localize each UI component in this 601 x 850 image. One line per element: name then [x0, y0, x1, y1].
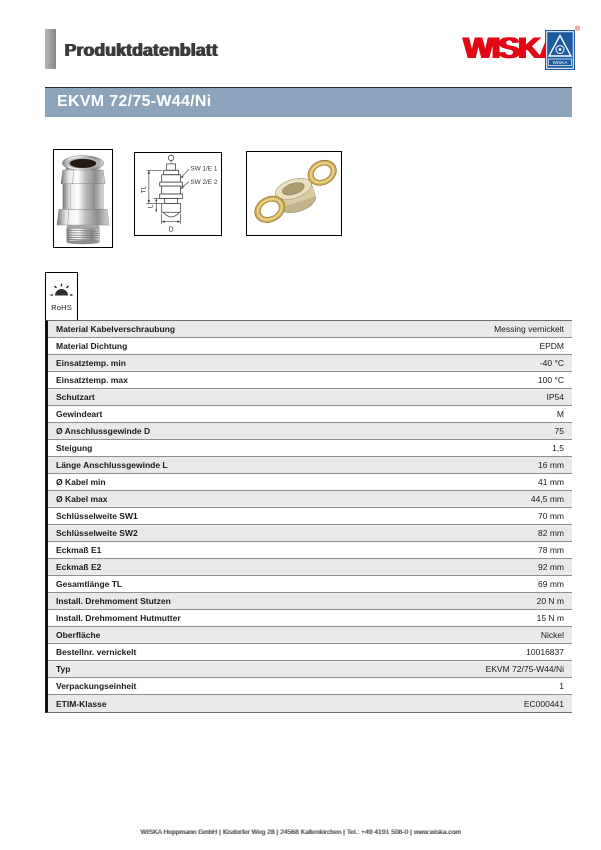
spec-label: Steigung	[56, 443, 93, 453]
product-title-bar: EKVM 72/75-W44/Ni	[45, 87, 572, 117]
header-accent-bar	[45, 29, 56, 69]
spec-row: Material Dichtung EPDM	[48, 338, 572, 355]
spec-label: Eckmaß E2	[56, 562, 102, 572]
drawing-label-d: D	[169, 227, 174, 234]
spec-label: Schutzart	[56, 392, 95, 402]
spec-value: 1,5	[552, 443, 564, 453]
spec-label: Länge Anschlussgewinde L	[56, 460, 168, 470]
spec-label: Schlüsselweite SW1	[56, 511, 138, 521]
spec-value: Messing vernickelt	[494, 324, 564, 334]
spec-row: Oberfläche Nickel	[48, 627, 572, 644]
spec-value: 69 mm	[538, 579, 564, 589]
brand-wordmark: WISKA	[462, 32, 561, 65]
spec-label: Typ	[56, 664, 71, 674]
rohs-badge: RoHS	[45, 272, 78, 322]
spec-value: M	[556, 409, 564, 419]
spec-row: Ø Kabel min 41 mm	[48, 474, 572, 491]
brand-emblem-icon: WISKA	[545, 30, 575, 70]
spec-value: 1	[559, 681, 564, 691]
spec-value: Nickel	[540, 630, 564, 640]
spec-table: Material Kabelverschraubung Messing verni…	[45, 320, 572, 713]
rohs-label: RoHS	[51, 303, 72, 312]
spec-label: ETIM-Klasse	[56, 698, 107, 709]
spec-value: IP54	[546, 392, 565, 402]
spec-label: Schlüsselweite SW2	[56, 528, 138, 538]
spec-row: Typ EKVM 72/75-W44/Ni	[48, 661, 572, 678]
spec-label: Einsatztemp. min	[56, 358, 126, 368]
spec-label: Gesamtlänge TL	[56, 579, 123, 589]
spec-value: 75	[554, 426, 564, 436]
drawing-label-sw2: SW 2/E 2	[190, 179, 217, 186]
spec-label: Material Dichtung	[56, 341, 128, 351]
spec-row: Schlüsselweite SW1 70 mm	[48, 508, 572, 525]
spec-row: Gewindeart M	[48, 406, 572, 423]
spec-value: EC000441	[523, 698, 564, 709]
spec-value: 82 mm	[538, 528, 564, 538]
spec-value: 41 mm	[538, 477, 564, 487]
spec-row: Install. Drehmoment Stutzen 20 N m	[48, 593, 572, 610]
spec-value: -40 °C	[539, 358, 564, 368]
rohs-icon	[50, 283, 73, 296]
spec-label: Einsatztemp. max	[56, 375, 128, 385]
spec-row: Material Kabelverschraubung Messing verni…	[48, 321, 572, 338]
spec-row: Bestellnr. vernickelt 10016837	[48, 644, 572, 661]
brand-logo: WISKA WISKA ®	[462, 26, 582, 70]
drawing-label-tl: TL	[140, 185, 147, 193]
seals-image-box	[246, 151, 342, 236]
spec-value: 20 N m	[536, 596, 564, 606]
brand-emblem-text: WISKA	[553, 60, 569, 65]
spec-row: Gesamtlänge TL 69 mm	[48, 576, 572, 593]
spec-value: 78 mm	[538, 545, 564, 555]
footer-text: WISKA Hoppmann GmbH | Kisdorfer Weg 28 |…	[140, 829, 461, 836]
spec-row: Eckmaß E1 78 mm	[48, 542, 572, 559]
spec-label: Ø Anschlussgewinde D	[56, 426, 151, 436]
spec-value: 44,5 mm	[530, 494, 564, 504]
footer: WISKA Hoppmann GmbH | Kisdorfer Weg 28 |…	[0, 821, 601, 839]
spec-value: 16 mm	[538, 460, 564, 470]
spec-value: 100 °C	[537, 375, 564, 385]
spec-row: Eckmaß E2 92 mm	[48, 559, 572, 576]
technical-drawing-box: SW 1/E 1 SW 2/E 2 TL L D	[134, 152, 222, 236]
spec-label: Install. Drehmoment Hutmutter	[56, 613, 181, 623]
spec-label: Ø Kabel max	[56, 494, 108, 504]
registered-mark: ®	[575, 26, 581, 33]
spec-row: Install. Drehmoment Hutmutter 15 N m	[48, 610, 572, 627]
spec-label: Gewindeart	[56, 409, 103, 419]
doc-title: Produktdatenblatt	[64, 40, 218, 60]
seals-image	[254, 159, 337, 223]
spec-row: Schutzart IP54	[48, 389, 572, 406]
spec-value: 70 mm	[538, 511, 564, 521]
cable-gland-photo	[56, 155, 110, 245]
spec-row: Schlüsselweite SW2 82 mm	[48, 525, 572, 542]
spec-label: Bestellnr. vernickelt	[56, 647, 137, 657]
brand-emblem: WISKA	[545, 30, 575, 75]
spec-row: Einsatztemp. max 100 °C	[48, 372, 572, 389]
spec-row: Ø Kabel max 44,5 mm	[48, 491, 572, 508]
spec-row: Länge Anschlussgewinde L 16 mm	[48, 457, 572, 474]
drawing-label-sw1: SW 1/E 1	[190, 165, 217, 172]
spec-value: 10016837	[526, 647, 564, 657]
spec-value: 15 N m	[536, 613, 564, 623]
spec-value: EKVM 72/75-W44/Ni	[485, 664, 564, 674]
spec-label: Verpackungseinheit	[56, 681, 137, 691]
product-title: EKVM 72/75-W44/Ni	[57, 93, 212, 110]
spec-label: Ø Kabel min	[56, 477, 106, 487]
spec-value: 92 mm	[538, 562, 564, 572]
spec-label: Eckmaß E1	[56, 545, 102, 555]
product-photo-box	[53, 149, 113, 248]
spec-label: Install. Drehmoment Stutzen	[56, 596, 171, 606]
spec-row: ETIM-Klasse EC000441	[48, 695, 572, 712]
spec-row: Einsatztemp. min -40 °C	[48, 355, 572, 372]
spec-label: Material Kabelverschraubung	[56, 324, 176, 334]
spec-label: Oberfläche	[56, 630, 101, 640]
drawing-label-l: L	[147, 204, 154, 208]
spec-row: Verpackungseinheit 1	[48, 678, 572, 695]
spec-row: Ø Anschlussgewinde D 75	[48, 423, 572, 440]
spec-row: Steigung 1,5	[48, 440, 572, 457]
technical-drawing: SW 1/E 1 SW 2/E 2 TL L D	[140, 154, 218, 234]
spec-value: EPDM	[539, 341, 564, 351]
